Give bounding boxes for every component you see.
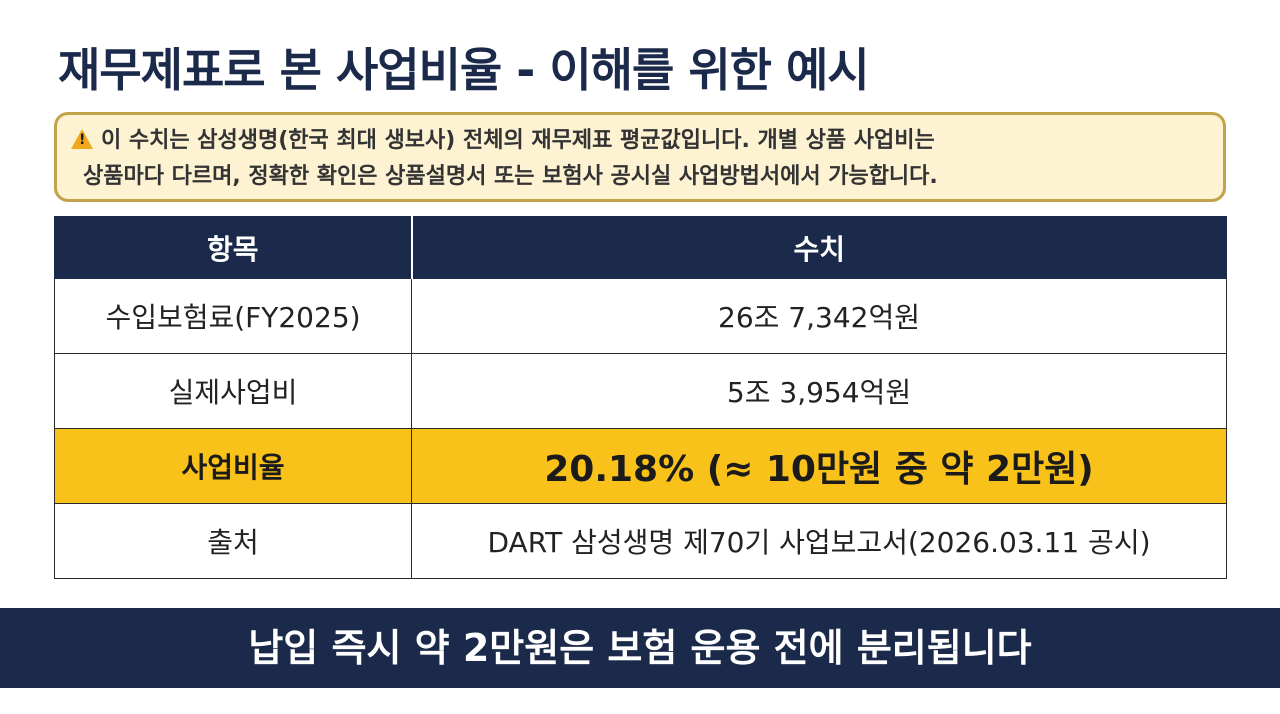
page-title: 재무제표로 본 사업비율 - 이해를 위한 예시 [58, 43, 870, 97]
row-value: 26조 7,342억원 [411, 278, 1227, 354]
notice-box: 이 수치는 삼성생명(한국 최대 생보사) 전체의 재무제표 평균값입니다. 개… [54, 112, 1226, 202]
row-label: 사업비율 [54, 428, 412, 504]
table-row: 수입보험료(FY2025) 26조 7,342억원 [54, 278, 1227, 354]
table-row: 출처 DART 삼성생명 제70기 사업보고서(2026.03.11 공시) [54, 503, 1227, 579]
ratio-table: 항목 수치 수입보험료(FY2025) 26조 7,342억원 실제사업비 5조… [54, 216, 1227, 579]
table-row-highlight: 사업비율 20.18% (≈ 10만원 중 약 2만원) [54, 428, 1227, 504]
notice-text-1: 이 수치는 삼성생명(한국 최대 생보사) 전체의 재무제표 평균값입니다. 개… [101, 128, 935, 153]
row-value: 5조 3,954억원 [411, 353, 1227, 429]
row-label: 수입보험료(FY2025) [54, 278, 412, 354]
summary-banner: 납입 즉시 약 2만원은 보험 운용 전에 분리됩니다 [0, 608, 1280, 688]
table-row: 실제사업비 5조 3,954억원 [54, 353, 1227, 429]
warning-icon [71, 129, 93, 149]
row-value: 20.18% (≈ 10만원 중 약 2만원) [411, 428, 1227, 504]
row-label: 실제사업비 [54, 353, 412, 429]
row-value: DART 삼성생명 제70기 사업보고서(2026.03.11 공시) [411, 503, 1227, 579]
table-header-row: 항목 수치 [54, 216, 1227, 279]
notice-line-2: 상품마다 다르며, 정확한 확인은 상품설명서 또는 보험사 공시실 사업방법서… [83, 164, 938, 189]
header-value: 수치 [411, 216, 1227, 279]
row-label: 출처 [54, 503, 412, 579]
notice-line-1: 이 수치는 삼성생명(한국 최대 생보사) 전체의 재무제표 평균값입니다. 개… [71, 123, 1203, 159]
header-item: 항목 [54, 216, 413, 279]
